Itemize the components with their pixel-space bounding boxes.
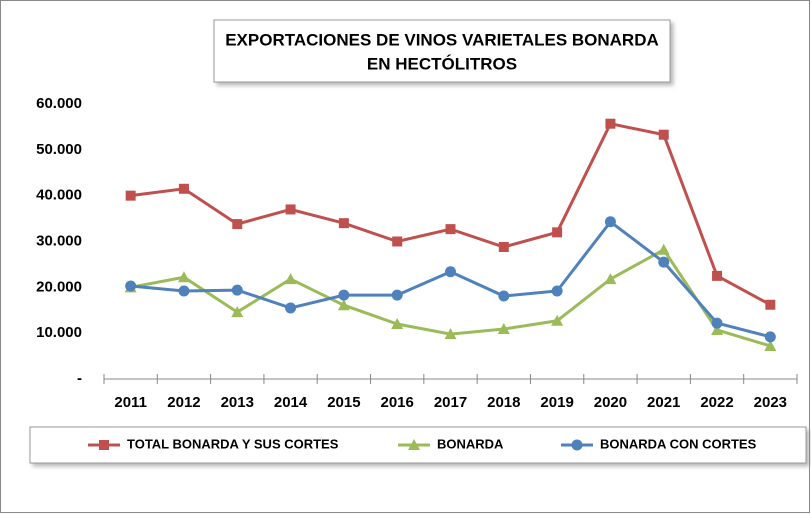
data-point	[604, 216, 616, 228]
x-tick-label: 2014	[274, 394, 308, 411]
x-tick-label: 2012	[167, 394, 200, 411]
data-point	[125, 280, 137, 292]
data-point	[178, 183, 189, 194]
data-point	[605, 118, 616, 129]
data-point	[232, 219, 243, 230]
data-point	[658, 129, 669, 140]
data-point	[711, 317, 723, 329]
data-point	[391, 289, 403, 301]
chart-title: EXPORTACIONES DE VINOS VARIETALES BONARD…	[225, 30, 659, 49]
x-tick-label: 2011	[114, 394, 147, 411]
legend-marker	[571, 439, 583, 451]
data-point	[177, 271, 190, 283]
data-point	[604, 273, 617, 285]
data-point	[231, 306, 244, 318]
data-point	[445, 224, 456, 235]
y-tick-label: 30.000	[36, 232, 82, 249]
data-point	[444, 328, 457, 340]
data-point	[337, 299, 350, 311]
data-point	[765, 299, 776, 310]
x-tick-label: 2022	[700, 394, 733, 411]
data-point	[658, 256, 670, 268]
data-point	[338, 289, 350, 301]
data-point	[445, 266, 456, 278]
data-point	[285, 204, 296, 215]
x-tick-label: 2016	[381, 394, 414, 411]
x-tick-label: 2020	[594, 394, 627, 411]
x-tick-label: 2015	[327, 394, 360, 411]
x-tick-label: 2018	[487, 394, 520, 411]
x-tick-label: 2017	[434, 394, 467, 411]
x-tick-label: 2023	[754, 394, 787, 411]
data-point	[338, 218, 349, 229]
data-point	[285, 302, 297, 314]
data-point	[498, 242, 509, 252]
data-point	[551, 285, 563, 297]
data-point	[284, 273, 297, 285]
legend-marker	[408, 439, 420, 450]
data-point	[497, 323, 510, 335]
x-tick-label: 2013	[221, 394, 254, 411]
data-point	[764, 340, 777, 351]
y-tick-label: 50.000	[36, 141, 82, 158]
legend-label: TOTAL BONARDA Y SUS CORTES	[127, 436, 339, 451]
data-point	[657, 243, 670, 255]
legend-label: BONARDA CON CORTES	[600, 436, 757, 451]
y-tick-label: 40.000	[36, 187, 82, 204]
data-point	[712, 270, 723, 281]
data-point	[178, 285, 190, 297]
data-point	[552, 227, 563, 238]
chart-title: EN HECTÓLITROS	[367, 54, 517, 73]
y-tick-label: 20.000	[36, 278, 82, 295]
data-point	[125, 190, 136, 201]
y-tick-label: 10.000	[36, 324, 82, 341]
title-box	[213, 19, 671, 83]
data-point	[764, 331, 776, 343]
data-point	[392, 236, 403, 247]
legend-label: BONARDA	[437, 436, 504, 451]
x-tick-label: 2019	[540, 394, 573, 411]
x-tick-label: 2021	[647, 394, 680, 411]
data-point	[711, 323, 724, 335]
data-point	[231, 284, 243, 296]
data-point	[498, 290, 510, 302]
data-point	[391, 318, 404, 329]
y-tick-label: -	[77, 370, 82, 387]
y-tick-label: 60.000	[36, 95, 82, 112]
legend-marker	[99, 440, 109, 450]
data-point	[551, 314, 564, 326]
